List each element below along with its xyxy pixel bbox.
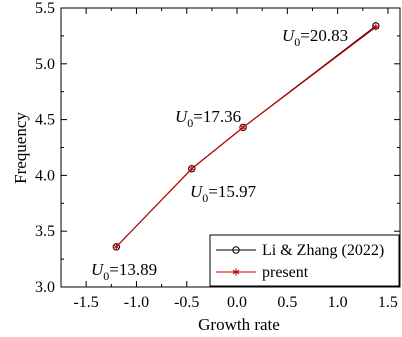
point-annotation: U0=20.83 bbox=[282, 26, 348, 49]
y-tick-label: 5.5 bbox=[35, 0, 55, 17]
x-tick-labels: -1.5 -1.0 -0.5 0.0 0.5 1.0 1.5 bbox=[73, 294, 397, 311]
series-2 bbox=[112, 23, 380, 251]
y-tick-label: 3.5 bbox=[35, 223, 55, 240]
y-tick-label: 3.0 bbox=[35, 279, 55, 296]
point-annotation: U0=13.89 bbox=[91, 260, 157, 283]
y-tick-label: 4.5 bbox=[35, 112, 55, 129]
legend: Li & Zhang (2022) present bbox=[209, 234, 400, 287]
legend-label: Li & Zhang (2022) bbox=[262, 242, 384, 259]
data-point-asterisk bbox=[188, 165, 196, 173]
asterisk-stroke bbox=[188, 166, 196, 171]
asterisk-stroke bbox=[239, 125, 247, 130]
y-tick-labels: 3.0 3.5 4.0 4.5 5.0 5.5 bbox=[35, 0, 55, 296]
x-tick-label: 0.5 bbox=[277, 294, 297, 311]
x-axis-label: Growth rate bbox=[198, 315, 280, 334]
series-line bbox=[115, 25, 377, 248]
asterisk-stroke bbox=[372, 24, 380, 30]
x-tick-label: -0.5 bbox=[174, 294, 199, 311]
series-line bbox=[115, 26, 377, 248]
x-tick-label: -1.0 bbox=[124, 294, 149, 311]
point-annotation: U0=15.97 bbox=[190, 182, 257, 205]
legend-box bbox=[209, 234, 400, 287]
point-annotation: U0=17.36 bbox=[175, 107, 241, 130]
legend-marker-circle bbox=[232, 246, 240, 254]
legend-label: present bbox=[262, 264, 309, 281]
data-point-asterisk bbox=[239, 123, 247, 132]
legend-marker-asterisk bbox=[232, 268, 240, 276]
y-tick-label: 5.0 bbox=[35, 56, 55, 73]
x-tick-label: 0.0 bbox=[227, 294, 247, 311]
y-tick-label: 4.0 bbox=[35, 167, 55, 184]
plot-series bbox=[112, 22, 380, 251]
y-axis-label: Frequency bbox=[11, 112, 30, 184]
x-tick-label: 1.5 bbox=[378, 294, 398, 311]
asterisk-stroke bbox=[112, 244, 120, 250]
plot-frame bbox=[60, 7, 401, 288]
point-annotations: U0=13.89 U0=15.97 U0=17.36 U0=20.83 bbox=[91, 26, 348, 283]
x-tick-label: -1.5 bbox=[73, 294, 98, 311]
series-1 bbox=[112, 22, 380, 251]
data-point-asterisk bbox=[112, 243, 120, 251]
data-point-asterisk bbox=[372, 23, 380, 31]
x-tick-label: 1.0 bbox=[328, 294, 348, 311]
asterisk-stroke bbox=[232, 269, 240, 275]
